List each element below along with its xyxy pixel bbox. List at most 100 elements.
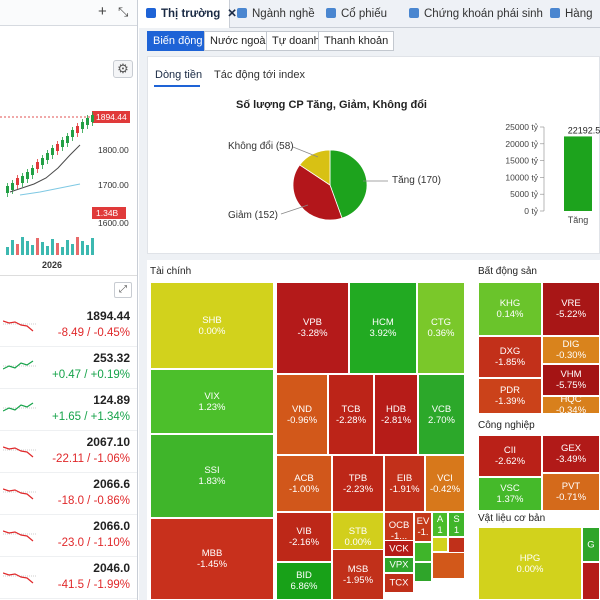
ticker: HDB <box>385 403 407 415</box>
divider <box>0 275 137 276</box>
heatmap-cell[interactable]: VPX <box>384 557 414 573</box>
pie-slice-tang[interactable] <box>329 149 368 219</box>
heatmap-cell[interactable]: HCM 3.92% <box>349 282 417 374</box>
heatmap-cell[interactable] <box>432 552 465 579</box>
heatmap-cell[interactable] <box>414 562 432 582</box>
heatmap-cell[interactable]: VND -0.96% <box>276 374 328 455</box>
heatmap-cell[interactable]: VCI -0.42% <box>425 455 465 512</box>
heatmap-cell[interactable]: MBB -1.45% <box>150 518 274 600</box>
index-value: 2046.0 <box>93 561 130 575</box>
change-pct: 0.00% <box>516 563 544 575</box>
heatmap-cell[interactable]: BID 6.86% <box>276 562 332 600</box>
ticker: SSI <box>204 465 220 476</box>
close-icon[interactable]: ✕ <box>227 8 237 20</box>
index-row[interactable]: 2046.0 -41.5 / -1.99% <box>0 557 137 599</box>
heatmap-cell[interactable]: VCB 2.70% <box>418 374 465 455</box>
index-value: 2066.6 <box>93 477 130 491</box>
index-value: 1894.44 <box>86 309 130 323</box>
price-last-tag <box>92 111 130 123</box>
cell-content: SSI 1.83% <box>151 465 273 487</box>
tab-hang[interactable]: Hàng <box>550 0 600 28</box>
heatmap-cell[interactable]: PVT -0.71% <box>542 473 600 511</box>
ticker: HPG <box>519 552 541 564</box>
heatmap-cell[interactable]: PDR -1.39% <box>478 378 542 414</box>
heatmap-cell[interactable]: SSI 1.83% <box>150 434 274 518</box>
pie-slice-khong-doi[interactable] <box>299 149 331 186</box>
heatmap-cell[interactable]: TCB -2.28% <box>328 374 374 455</box>
change-pct: -5.22% <box>555 309 587 320</box>
heatmap-cell[interactable]: EV -1. <box>414 512 432 542</box>
heatmap-cell[interactable]: MSB -1.95% <box>332 549 384 600</box>
cell-content: STB 0.00% <box>333 526 383 548</box>
heatmap-cell[interactable]: VHM -5.75% <box>542 364 600 396</box>
heatmap-cell[interactable]: TCX <box>384 573 414 593</box>
tab-thi-truong[interactable]: Thị trường ✕ <box>139 0 237 28</box>
heatmap-cell[interactable]: HDB -2.81% <box>374 374 418 455</box>
expand-icon[interactable]: ⤢ <box>114 282 132 298</box>
change-pct: 0.00% <box>198 325 226 337</box>
volume-last-tag <box>92 207 126 219</box>
heatmap-cell[interactable]: HPG 0.00% <box>478 527 582 600</box>
ticker: S <box>453 513 460 525</box>
index-change: +0.47 / +0.19% <box>51 369 130 381</box>
bar-y-tick: 5000 tỷ <box>510 189 539 199</box>
cell-content: VPX <box>385 560 413 571</box>
gear-icon[interactable]: ⚙ <box>113 60 133 78</box>
heatmap-cell[interactable]: VSC 1.37% <box>478 477 542 511</box>
volume-bar <box>71 244 74 255</box>
volume-bar <box>46 246 49 255</box>
tab-nganh-nghe[interactable]: Ngành nghề <box>237 0 323 28</box>
change-pct: -1.45% <box>196 559 228 570</box>
index-row[interactable]: 1894.44 -8.49 / -0.45% <box>0 305 137 347</box>
bar-tang[interactable] <box>564 136 592 211</box>
heatmap-cell[interactable]: CII -2.62% <box>478 435 542 477</box>
heatmap-cell[interactable]: KHG 0.14% <box>478 282 542 336</box>
volume-bar <box>41 242 44 255</box>
heatmap-cell[interactable]: VIB -2.16% <box>276 512 332 562</box>
heatmap-cell[interactable]: G <box>582 527 600 562</box>
section-title-tai-chinh: Tài chính <box>150 266 192 277</box>
subtab-thanh-khoan[interactable]: Thanh khoản <box>318 31 395 51</box>
heatmap-cell[interactable]: EIB -1.91% <box>384 455 425 512</box>
panel-tab-tac-dong[interactable]: Tác động tới index <box>214 69 305 81</box>
heatmap-cell[interactable] <box>582 562 600 600</box>
tab-co-phieu[interactable]: Cổ phiếu <box>326 0 398 28</box>
index-row[interactable]: 253.32 +0.47 / +0.19% <box>0 347 137 389</box>
heatmap-cell[interactable]: ACB -1.00% <box>276 455 332 512</box>
subtab-bien-dong[interactable]: Biến động <box>147 31 209 51</box>
heatmap-cell[interactable]: CTG 0.36% <box>417 282 465 374</box>
heatmap-cell[interactable]: VIX 1.23% <box>150 369 274 434</box>
heatmap-cell[interactable]: DXG -1.85% <box>478 336 542 378</box>
heatmap-cell[interactable] <box>414 542 432 562</box>
heatmap-cell[interactable] <box>432 537 448 552</box>
ticker: BID <box>296 570 312 581</box>
change-pct: -1... <box>390 530 408 542</box>
cell-content: VPB -3.28% <box>277 317 348 339</box>
shrink-icon[interactable]: ⤡ <box>118 4 129 19</box>
candle-body <box>26 172 29 179</box>
add-icon[interactable]: + <box>98 3 107 20</box>
tab-chung-khoan-phai-sinh[interactable]: Chứng khoán phái sinh <box>409 0 545 28</box>
heatmap-cell[interactable]: TPB -2.23% <box>332 455 384 512</box>
panel-tab-dong-tien[interactable]: Dòng tiền <box>155 69 203 81</box>
ticker: OCB <box>388 519 410 531</box>
subtab-tu-doanh[interactable]: Tự doanh <box>266 31 326 51</box>
change-pct: 1.37% <box>496 494 524 505</box>
heatmap-cell[interactable]: VPB -3.28% <box>276 282 349 374</box>
heatmap-cell[interactable]: HQC -0.34% <box>542 396 600 414</box>
subtab-nuoc-ngoai[interactable]: Nước ngoài <box>204 31 274 51</box>
index-row[interactable]: 124.89 +1.65 / +1.34% <box>0 389 137 431</box>
heatmap-cell[interactable]: DIG -0.30% <box>542 336 600 364</box>
heatmap-cell[interactable]: GEX -3.49% <box>542 435 600 473</box>
index-row[interactable]: 2067.10 -22.11 / -1.06% <box>0 431 137 473</box>
heatmap-cell[interactable]: VRE -5.22% <box>542 282 600 336</box>
heatmap-cell[interactable]: SHB 0.00% <box>150 282 274 369</box>
index-row[interactable]: 2066.0 -23.0 / -1.10% <box>0 515 137 557</box>
active-tab-underline <box>154 85 200 87</box>
cell-content: VND -0.96% <box>277 404 327 426</box>
index-row[interactable]: 2066.6 -18.0 / -0.86% <box>0 473 137 515</box>
heatmap-cell[interactable]: VCK <box>384 540 414 557</box>
candle-body <box>71 130 74 137</box>
